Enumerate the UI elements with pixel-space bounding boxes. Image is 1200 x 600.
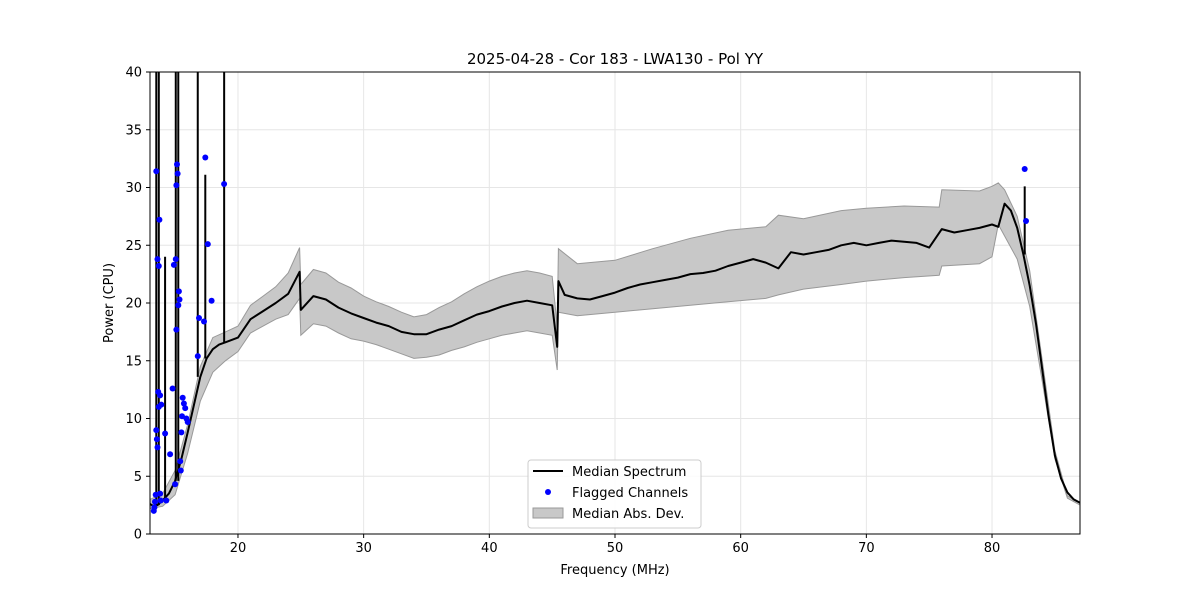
y-tick-label: 35	[125, 123, 142, 138]
y-tick-label: 10	[125, 412, 142, 427]
flagged-channel-point	[1023, 218, 1029, 224]
flagged-channel-point	[202, 154, 209, 161]
x-tick-label: 50	[607, 541, 624, 556]
legend: Median Spectrum Flagged Channels Median …	[527, 459, 702, 529]
flagged-channel-point	[154, 256, 161, 263]
flagged-channel-point	[172, 256, 179, 263]
y-tick-label: 0	[134, 528, 142, 543]
flagged-channel-point	[174, 170, 181, 177]
y-tick-label: 15	[125, 354, 142, 369]
flagged-channel-point	[151, 504, 158, 511]
flagged-channel-point	[174, 161, 180, 168]
flagged-channel-point	[153, 168, 160, 175]
x-tick-label: 70	[858, 541, 875, 556]
flagged-channel-point	[180, 400, 187, 407]
flagged-channel-point	[155, 263, 162, 269]
flagged-channel-point	[158, 401, 165, 408]
flagged-channel-point	[177, 467, 184, 474]
flagged-channel-point	[153, 436, 160, 443]
flagged-channel-point	[179, 394, 186, 401]
flagged-channel-point	[178, 429, 185, 436]
flagged-channel-point	[152, 498, 158, 505]
flagged-channel-point	[175, 288, 182, 295]
flagged-channel-point	[172, 481, 179, 488]
flagged-channel-point	[173, 182, 180, 189]
flagged-channel-point	[221, 181, 228, 187]
flagged-channel-point	[196, 315, 202, 321]
median-spectrum-line	[150, 202, 1080, 508]
legend-mad-swatch	[532, 507, 564, 519]
chart-title: 2025-04-28 - Cor 183 - LWA130 - Pol YY	[467, 50, 764, 68]
flagged-channel-point	[176, 296, 183, 303]
flagged-channel-point	[154, 444, 161, 451]
y-tick-label: 5	[134, 470, 142, 485]
x-tick-label: 20	[230, 541, 247, 556]
flagged-channel-point	[167, 451, 174, 458]
x-tick-label: 40	[481, 541, 498, 556]
legend-mad-label: Median Abs. Dev.	[572, 507, 684, 522]
legend-flagged-swatch	[545, 489, 551, 495]
flagged-channel-point	[170, 261, 177, 268]
data-layer	[150, 72, 1080, 514]
flagged-channel-point	[194, 353, 201, 360]
flagged-channel-point	[184, 419, 191, 425]
x-axis-label: Frequency (MHz)	[560, 563, 669, 578]
flagged-channel-point	[157, 392, 164, 399]
y-axis-label: Power (CPU)	[102, 263, 117, 343]
y-tick-label: 25	[125, 239, 142, 254]
flagged-channel-point	[156, 216, 163, 223]
flagged-channel-point	[1021, 166, 1028, 172]
y-tick-label: 40	[125, 66, 142, 81]
tick-layer: 20 30 40 50 60 70 80 0 5 10 15 20 25 30 35 40	[125, 66, 1000, 557]
flagged-channel-point	[153, 427, 160, 434]
flagged-channel-point	[157, 497, 164, 504]
x-tick-label: 60	[732, 541, 749, 556]
flagged-channel-point	[201, 318, 207, 325]
flagged-channel-point	[179, 413, 185, 420]
flagged-channel-point	[162, 430, 169, 437]
legend-median-label: Median Spectrum	[572, 465, 686, 480]
flagged-channel-point	[175, 302, 182, 309]
flagged-channel-point	[169, 385, 176, 392]
flagged-channel-point	[208, 297, 215, 304]
legend-flagged-label: Flagged Channels	[572, 486, 688, 501]
mad-band	[150, 182, 1080, 510]
x-tick-label: 30	[355, 541, 372, 556]
legend-box	[527, 459, 702, 529]
flagged-channel-point	[163, 497, 170, 504]
flagged-channel-point	[177, 458, 184, 465]
flagged-channel-point	[204, 241, 211, 248]
flagged-channel-point	[182, 405, 189, 412]
x-tick-label: 80	[984, 541, 1001, 556]
y-tick-label: 30	[125, 181, 142, 196]
flagged-channel-point	[157, 490, 164, 497]
y-tick-label: 20	[125, 297, 142, 312]
flagged-channel-point	[173, 326, 180, 333]
